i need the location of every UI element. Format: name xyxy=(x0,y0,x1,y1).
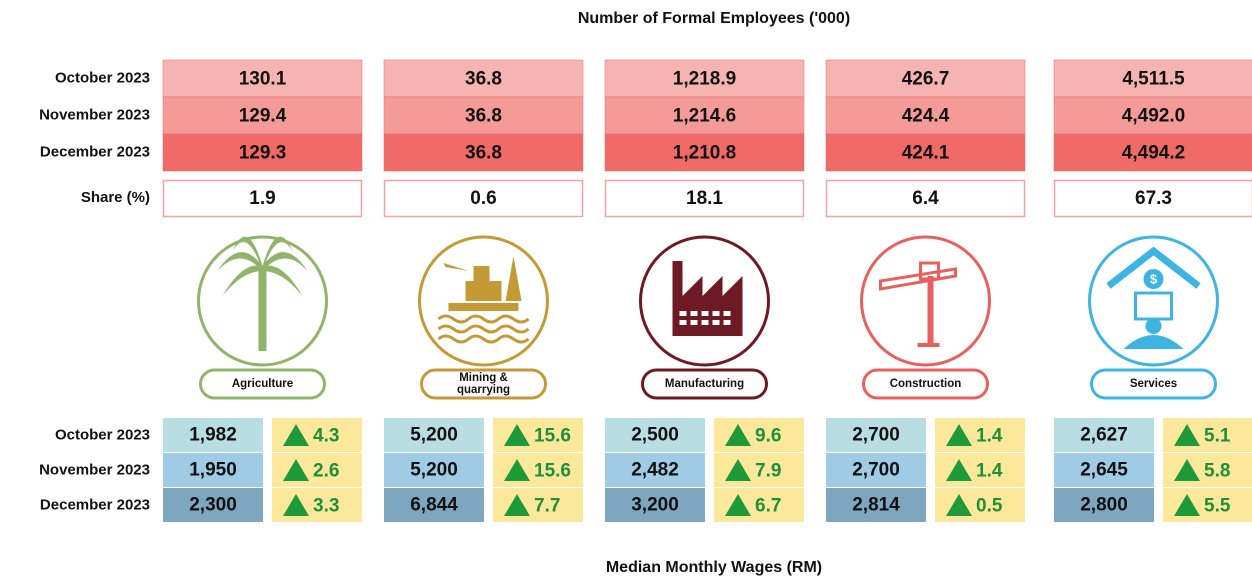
wage-value: 2,500 xyxy=(631,425,679,446)
row-label: December 2023 xyxy=(40,496,150,513)
row-label: November 2023 xyxy=(39,461,150,478)
wage-value: 5,200 xyxy=(410,460,458,481)
wage-value: 1,950 xyxy=(189,460,237,481)
icon-shape xyxy=(724,320,731,325)
employment-value: 36.8 xyxy=(465,106,502,127)
growth-value: 1.4 xyxy=(976,426,1003,447)
wage-value: 1,982 xyxy=(189,425,237,446)
sector-name: Mining &quarrying xyxy=(457,372,510,396)
employment-value: 130.1 xyxy=(239,69,287,90)
icon-shape xyxy=(680,320,687,325)
wage-value: 6,844 xyxy=(410,495,458,516)
icon-shape xyxy=(1146,318,1162,334)
growth-value: 4.3 xyxy=(313,426,339,447)
share-value: 18.1 xyxy=(686,188,723,209)
wage-value: 2,645 xyxy=(1080,460,1128,481)
employment-value: 129.4 xyxy=(239,106,287,127)
icon-shape xyxy=(702,311,709,316)
employment-value: 129.3 xyxy=(239,143,287,164)
share-value: 6.4 xyxy=(912,188,939,209)
growth-value: 3.3 xyxy=(313,496,339,517)
employment-value: 424.4 xyxy=(902,106,950,127)
share-value: 0.6 xyxy=(470,188,496,209)
growth-value: 15.6 xyxy=(534,426,571,447)
growth-value: 2.6 xyxy=(313,461,339,482)
growth-value: 0.5 xyxy=(976,496,1003,517)
sector-name-line: Mining & xyxy=(459,372,508,384)
employment-value: 4,494.2 xyxy=(1122,143,1185,164)
share-value: 67.3 xyxy=(1135,188,1172,209)
growth-value: 15.6 xyxy=(534,461,571,482)
footer-title: Median Monthly Wages (RM) xyxy=(606,559,822,576)
wage-value: 2,627 xyxy=(1080,425,1128,446)
employment-value: 4,492.0 xyxy=(1122,106,1185,127)
employment-value: 1,218.9 xyxy=(673,69,736,90)
icon-shape xyxy=(713,311,720,316)
employment-value: 426.7 xyxy=(902,69,950,90)
sector-name: Agriculture xyxy=(232,378,293,390)
growth-value: 5.1 xyxy=(1204,426,1231,447)
icon-shape xyxy=(474,266,490,281)
growth-value: 1.4 xyxy=(976,461,1003,482)
employment-value: 36.8 xyxy=(465,143,502,164)
title: Number of Formal Employees ('000) xyxy=(578,10,850,27)
row-label: October 2023 xyxy=(55,69,150,86)
growth-value: 5.5 xyxy=(1204,496,1231,517)
row-label: October 2023 xyxy=(55,426,150,443)
sector-name: Services xyxy=(1130,378,1177,390)
icon-shape: $ xyxy=(1150,271,1158,286)
wage-value: 2,300 xyxy=(189,495,237,516)
sector-name: Construction xyxy=(890,378,962,390)
employment-value: 1,214.6 xyxy=(673,106,736,127)
icon-shape xyxy=(702,320,709,325)
growth-value: 7.7 xyxy=(534,496,560,517)
growth-value: 5.8 xyxy=(1204,461,1230,482)
share-value: 1.9 xyxy=(249,188,275,209)
icon-shape xyxy=(928,276,934,346)
growth-value: 7.9 xyxy=(755,461,781,482)
row-label: Share (%) xyxy=(81,189,150,206)
icon-shape xyxy=(466,281,502,301)
icon-shape xyxy=(259,271,267,351)
wage-value: 2,482 xyxy=(631,460,679,481)
sector-name: Manufacturing xyxy=(665,378,744,390)
icon-shape xyxy=(449,303,519,311)
wage-value: 5,200 xyxy=(410,425,458,446)
icon-shape xyxy=(691,320,698,325)
icon-shape xyxy=(724,311,731,316)
sector-name-line: quarrying xyxy=(457,384,510,396)
wage-value: 2,700 xyxy=(852,425,900,446)
wage-value: 2,814 xyxy=(852,495,900,516)
wage-value: 3,200 xyxy=(631,495,679,516)
employment-value: 36.8 xyxy=(465,69,502,90)
icon-shape xyxy=(691,311,698,316)
growth-value: 9.6 xyxy=(755,426,781,447)
icon-shape xyxy=(713,320,720,325)
icon-shape xyxy=(680,311,687,316)
wage-value: 2,800 xyxy=(1080,495,1128,516)
infographic: Number of Formal Employees ('000) Median… xyxy=(0,0,1252,581)
wage-value: 2,700 xyxy=(852,460,900,481)
row-label: November 2023 xyxy=(39,106,150,123)
row-label: December 2023 xyxy=(40,143,150,160)
employment-value: 4,511.5 xyxy=(1122,69,1185,90)
growth-value: 6.7 xyxy=(755,496,781,517)
employment-value: 1,210.8 xyxy=(673,143,736,164)
employment-value: 424.1 xyxy=(902,143,950,164)
icon-shape xyxy=(918,343,940,347)
